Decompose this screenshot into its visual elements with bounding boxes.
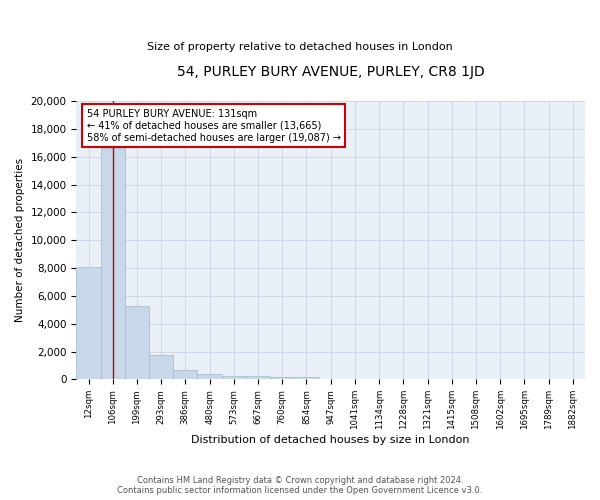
Y-axis label: Number of detached properties: Number of detached properties [15,158,25,322]
Bar [173,370,197,380]
Bar [101,148,125,380]
Title: 54, PURLEY BURY AVENUE, PURLEY, CR8 1JD: 54, PURLEY BURY AVENUE, PURLEY, CR8 1JD [177,65,485,79]
Bar [222,376,246,380]
Text: Size of property relative to detached houses in London: Size of property relative to detached ho… [147,42,453,52]
Text: Contains HM Land Registry data © Crown copyright and database right 2024.
Contai: Contains HM Land Registry data © Crown c… [118,476,482,495]
Bar [149,355,173,380]
Bar [197,374,222,380]
Bar [295,378,319,380]
Bar [246,376,270,380]
Bar [125,306,149,380]
X-axis label: Distribution of detached houses by size in London: Distribution of detached houses by size … [191,435,470,445]
Text: 54 PURLEY BURY AVENUE: 131sqm
← 41% of detached houses are smaller (13,665)
58% : 54 PURLEY BURY AVENUE: 131sqm ← 41% of d… [86,110,341,142]
Bar [76,266,101,380]
Bar [270,377,295,380]
